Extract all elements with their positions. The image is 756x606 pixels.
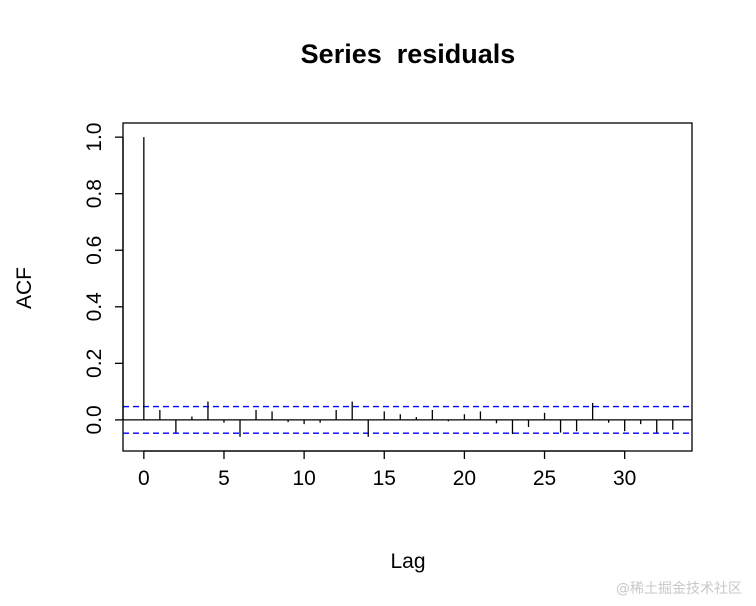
x-tick-label-0: 0 [138, 467, 150, 490]
y-tick-label-4: 0.8 [83, 179, 106, 208]
x-tick-label-10: 10 [292, 467, 315, 490]
y-tick-label-5: 1.0 [83, 123, 106, 152]
y-tick-label-0: 0.0 [83, 405, 106, 434]
watermark-text: @稀土掘金技术社区 [616, 581, 742, 597]
x-tick-label-5: 5 [218, 467, 230, 490]
x-tick-label-25: 25 [533, 467, 556, 490]
x-axis-label: Lag [390, 550, 425, 573]
y-tick-label-3: 0.6 [83, 236, 106, 265]
x-tick-label-15: 15 [373, 467, 396, 490]
x-tick-label-30: 30 [613, 467, 636, 490]
y-tick-label-1: 0.2 [83, 349, 106, 378]
y-axis-label: ACF [13, 267, 36, 309]
x-tick-label-20: 20 [453, 467, 476, 490]
chart-title: Series residuals [301, 39, 516, 69]
y-tick-label-2: 0.4 [83, 292, 106, 322]
